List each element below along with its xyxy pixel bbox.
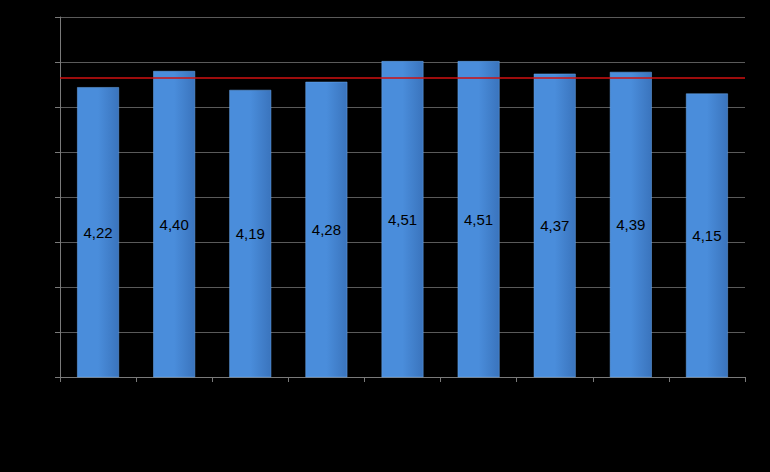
- svg-text:4,37: 4,37: [540, 217, 569, 234]
- svg-text:4,22: 4,22: [83, 224, 112, 241]
- svg-text:4,15: 4,15: [692, 227, 721, 244]
- svg-text:4,51: 4,51: [464, 211, 493, 228]
- svg-text:4,40: 4,40: [160, 216, 189, 233]
- svg-text:4,19: 4,19: [236, 225, 265, 242]
- svg-text:4,39: 4,39: [616, 216, 645, 233]
- svg-text:4,51: 4,51: [388, 211, 417, 228]
- svg-text:4,28: 4,28: [312, 221, 341, 238]
